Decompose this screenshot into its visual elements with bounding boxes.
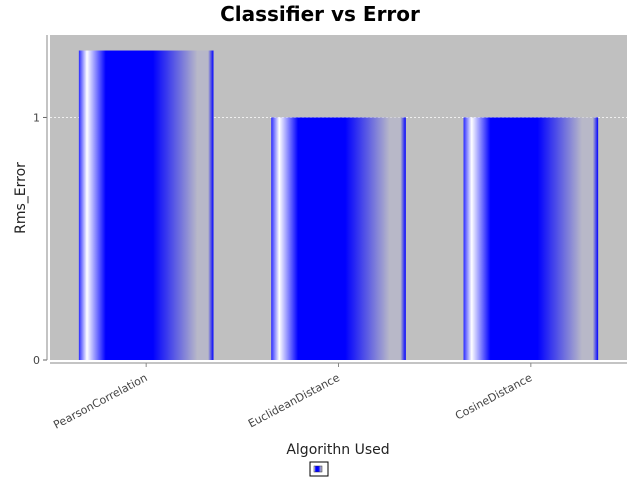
bar — [463, 117, 599, 361]
x-tick-label: PearsonCorrelation — [51, 371, 149, 431]
bar — [271, 117, 406, 361]
chart-title: Classifier vs Error — [220, 2, 420, 26]
y-tick-label: 0 — [33, 354, 40, 367]
x-tick-label: EuclideanDistance — [246, 371, 342, 430]
bars — [78, 50, 599, 361]
bar — [78, 50, 214, 360]
y-tick-label: 1 — [33, 111, 40, 124]
y-axis-label: Rms_Error — [13, 162, 29, 234]
x-axis-label: Algorithn Used — [286, 442, 389, 458]
legend-swatch — [313, 465, 323, 473]
x-tick-label: CosineDistance — [453, 371, 534, 423]
legend — [309, 461, 329, 477]
